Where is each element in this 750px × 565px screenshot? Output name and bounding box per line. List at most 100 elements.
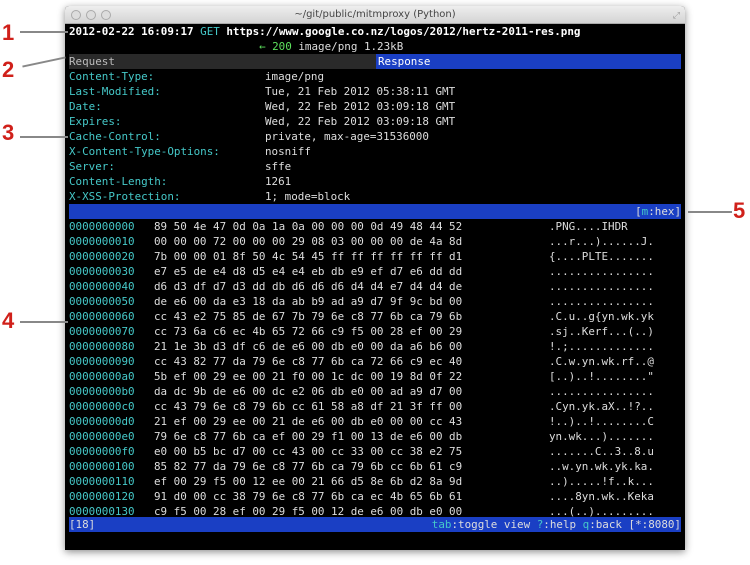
header-name: X-Content-Type-Options: — [69, 145, 220, 158]
annotation-line — [688, 211, 732, 213]
hex-offset: 00000000c0 — [69, 400, 135, 413]
hex-ascii: !..)..!........C — [549, 415, 654, 428]
hex-bytes: 21 ef 00 29 ee 00 21 de e6 00 db e0 00 0… — [154, 415, 463, 428]
hex-dump: 0000000000 89 50 4e 47 0d 0a 1a 0a 00 00 … — [69, 219, 681, 519]
hex-bytes: 85 82 77 da 79 6e c8 77 6b ca 79 6b cc 6… — [154, 460, 463, 473]
hex-bytes: e7 e5 de e4 d8 d5 e4 e4 eb db e9 ef d7 e… — [154, 265, 463, 278]
annotation-line — [20, 31, 68, 33]
hex-ascii: ..w.yn.wk.yk.ka. — [549, 460, 654, 473]
hex-ascii: yn.wk...)....... — [549, 430, 654, 443]
hex-row: 0000000030 e7 e5 de e4 d8 d5 e4 e4 eb db … — [69, 264, 681, 279]
header-name: Content-Type: — [69, 70, 155, 83]
header-value: sffe — [265, 160, 292, 173]
hex-bytes: cc 43 82 77 da 79 6e c8 77 6b ca 72 66 c… — [154, 355, 463, 368]
hex-ascii: .PNG....IHDR — [549, 220, 628, 233]
annotation-line — [22, 56, 66, 68]
hex-row: 0000000080 21 1e 3b d3 df c6 de e6 00 db … — [69, 339, 681, 354]
hex-bytes: da dc 9b de e6 00 dc e2 06 db e0 00 ad a… — [154, 385, 463, 398]
hex-ascii: ................ — [549, 385, 654, 398]
hex-ascii: ...(..)......... — [549, 505, 654, 518]
annotation-2: 2 — [2, 57, 15, 82]
hex-offset: 0000000110 — [69, 475, 135, 488]
hex-ascii: ................ — [549, 280, 654, 293]
header-row: Last-Modified: Tue, 21 Feb 2012 05:38:11 … — [69, 84, 681, 99]
hex-row: 0000000090 cc 43 82 77 da 79 6e c8 77 6b … — [69, 354, 681, 369]
hex-bytes: 7b 00 00 01 8f 50 4c 54 45 ff ff ff ff f… — [154, 250, 463, 263]
hex-row: 0000000050 de e6 00 da e3 18 da ab b9 ad … — [69, 294, 681, 309]
hex-offset: 0000000130 — [69, 505, 135, 518]
hex-offset: 0000000030 — [69, 265, 135, 278]
hex-offset: 0000000040 — [69, 280, 135, 293]
url: https://www.google.co.nz/logos/2012/hert… — [226, 25, 581, 38]
fullscreen-icon[interactable]: ⤢ — [672, 11, 680, 21]
hex-row: 0000000100 85 82 77 da 79 6e c8 77 6b ca … — [69, 459, 681, 474]
tab-response[interactable]: Response — [376, 54, 681, 69]
hex-row: 00000000b0 da dc 9b de e6 00 dc e2 06 db … — [69, 384, 681, 399]
hex-row: 00000000f0 e0 00 b5 bc d7 00 cc 43 00 cc … — [69, 444, 681, 459]
response-headers: Content-Type: image/png Last-Modified: Tue,… — [69, 69, 681, 204]
annotation-5: 5 — [733, 198, 746, 223]
hex-offset: 0000000060 — [69, 310, 135, 323]
header-row: Date: Wed, 22 Feb 2012 03:09:18 GMT — [69, 99, 681, 114]
hex-offset: 0000000100 — [69, 460, 135, 473]
header-value: Tue, 21 Feb 2012 05:38:11 GMT — [265, 85, 456, 98]
hex-bytes: cc 43 79 6e c8 79 6b cc 61 58 a8 df 21 3… — [154, 400, 463, 413]
hex-ascii: ..).....!f..k... — [549, 475, 654, 488]
hex-bytes: 91 d0 00 cc 38 79 6e c8 77 6b ca ec 4b 6… — [154, 490, 463, 503]
hex-offset: 0000000000 — [69, 220, 135, 233]
hex-row: 0000000130 c9 f5 00 28 ef 00 29 f5 00 12 … — [69, 504, 681, 519]
header-value: 1; mode=block — [265, 190, 351, 203]
hex-bytes: 21 1e 3b d3 df c6 de e6 00 db e0 00 da a… — [154, 340, 463, 353]
header-name: Content-Length: — [69, 175, 168, 188]
hex-row: 0000000120 91 d0 00 cc 38 79 6e c8 77 6b … — [69, 489, 681, 504]
window-title: ~/git/public/mitmproxy (Python) — [294, 9, 456, 20]
hex-bytes: cc 43 e2 75 85 de 67 7b 79 6e c8 77 6b c… — [154, 310, 463, 323]
hex-offset: 00000000a0 — [69, 370, 135, 383]
flow-count: [18] — [69, 518, 96, 531]
hex-bytes: cc 73 6a c6 ec 4b 65 72 66 c9 f5 00 28 e… — [154, 325, 463, 338]
hex-ascii: .C.w.yn.wk.rf..@ — [549, 355, 654, 368]
key-0[interactable]: tab — [431, 518, 452, 531]
header-value: nosniff — [265, 145, 311, 158]
key-label: :toggle view — [451, 518, 537, 531]
hex-offset: 00000000d0 — [69, 415, 135, 428]
key-2[interactable]: q — [582, 518, 590, 531]
hex-ascii: ...r...)......J. — [549, 235, 654, 248]
hex-row: 00000000e0 79 6e c8 77 6b ca ef 00 29 f1 … — [69, 429, 681, 444]
annotation-1: 1 — [2, 20, 15, 45]
close-button[interactable] — [71, 10, 81, 20]
hex-row: 0000000020 7b 00 00 01 8f 50 4c 54 45 ff … — [69, 249, 681, 264]
hex-row: 0000000010 00 00 00 72 00 00 00 29 08 03 … — [69, 234, 681, 249]
key-label: :back — [589, 518, 629, 531]
arrow-left-icon: ← — [259, 40, 266, 53]
hex-row: 0000000110 ef 00 29 f5 00 12 ee 00 21 66 … — [69, 474, 681, 489]
zoom-button[interactable] — [101, 10, 111, 20]
terminal-window: ~/git/public/mitmproxy (Python) ⤢ 2012-0… — [65, 6, 685, 550]
header-row: Content-Length: 1261 — [69, 174, 681, 189]
annotation-3: 3 — [2, 120, 15, 145]
flow-request-line: 2012-02-22 16:09:17 GET https://www.goog… — [69, 24, 681, 39]
view-mode-bar: [m:hex] — [69, 204, 681, 219]
hex-bytes: de e6 00 da e3 18 da ab b9 ad a9 d7 9f 9… — [154, 295, 463, 308]
hex-ascii: .C.u..g{yn.wk.yk — [549, 310, 654, 323]
hex-row: 00000000d0 21 ef 00 29 ee 00 21 de e6 00 … — [69, 414, 681, 429]
header-value: private, max-age=31536000 — [265, 130, 429, 143]
hex-ascii: !.;............. — [549, 340, 654, 353]
hex-bytes: 5b ef 00 29 ee 00 21 f0 00 1c dc 00 19 8… — [154, 370, 463, 383]
timestamp: 2012-02-22 16:09:17 — [69, 25, 194, 38]
tab-request[interactable]: Request — [69, 55, 115, 68]
view-mode-key[interactable]: m — [641, 205, 649, 218]
hex-ascii: .Cyn.yk.aX..!?.. — [549, 400, 654, 413]
hex-bytes: e0 00 b5 bc d7 00 cc 43 00 cc 33 00 cc 3… — [154, 445, 463, 458]
minimize-button[interactable] — [86, 10, 96, 20]
header-name: Date: — [69, 100, 102, 113]
mitmproxy-flow-view: 2012-02-22 16:09:17 GET https://www.goog… — [69, 24, 681, 532]
hex-offset: 00000000b0 — [69, 385, 135, 398]
proxy-port: [*:8080] — [628, 518, 681, 531]
key-1[interactable]: ? — [536, 518, 544, 531]
status-bar: [18] tab:toggle view ?:help q:back [*:808… — [69, 517, 681, 532]
hex-bytes: d6 d3 df d7 d3 dd db d6 d6 d6 d4 d4 e7 d… — [154, 280, 463, 293]
hex-bytes: 89 50 4e 47 0d 0a 1a 0a 00 00 00 0d 49 4… — [154, 220, 463, 233]
header-row: X-XSS-Protection: 1; mode=block — [69, 189, 681, 204]
hex-ascii: ....8yn.wk..Keka — [549, 490, 654, 503]
